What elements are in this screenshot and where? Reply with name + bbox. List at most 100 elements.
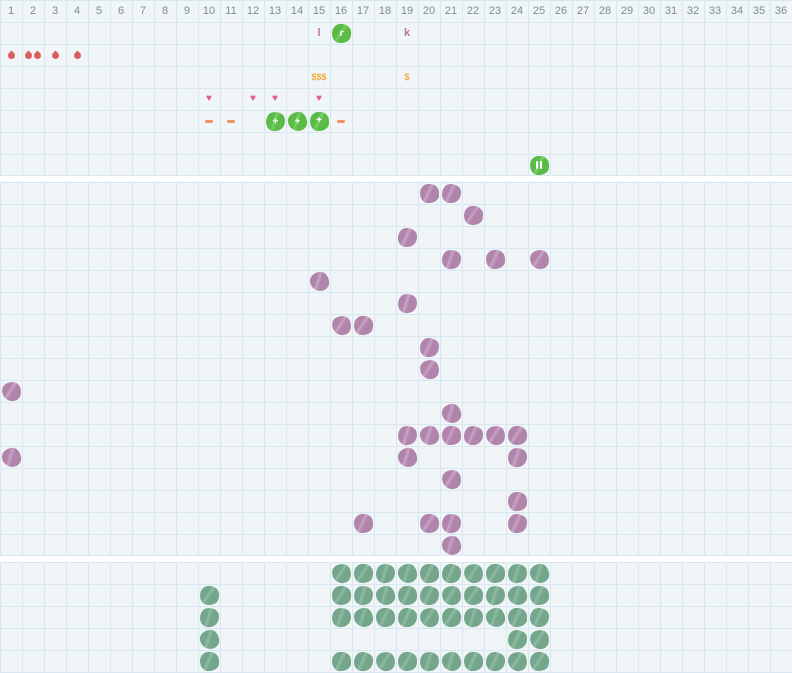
droplet-icon — [50, 50, 60, 60]
sage-blob[interactable] — [484, 650, 506, 672]
green-blob-pause[interactable] — [528, 154, 550, 176]
plus-icon: + — [316, 115, 322, 126]
purple-blob[interactable] — [0, 446, 22, 468]
plus-icon: + — [271, 114, 279, 127]
purple-blob[interactable] — [506, 424, 528, 446]
sage-blob[interactable] — [462, 650, 484, 672]
purple-blob[interactable] — [396, 424, 418, 446]
column-header-24: 24 — [510, 5, 524, 17]
section-green-field[interactable] — [0, 562, 792, 673]
purple-blob[interactable] — [418, 512, 440, 534]
droplet-indicator — [66, 44, 88, 66]
green-blob-plus[interactable]: + — [264, 110, 286, 132]
sage-blob[interactable] — [418, 562, 440, 584]
column-header-25: 25 — [532, 5, 546, 17]
purple-blob[interactable] — [330, 314, 352, 336]
purple-blob[interactable] — [418, 182, 440, 204]
sage-blob[interactable] — [506, 562, 528, 584]
sage-blob[interactable] — [374, 606, 396, 628]
sage-blob[interactable] — [198, 606, 220, 628]
sage-blob[interactable] — [484, 584, 506, 606]
sage-blob[interactable] — [374, 584, 396, 606]
sage-blob[interactable] — [440, 650, 462, 672]
sage-blob[interactable] — [374, 650, 396, 672]
sage-blob[interactable] — [396, 606, 418, 628]
sage-blob[interactable] — [330, 606, 352, 628]
sage-blob[interactable] — [506, 650, 528, 672]
purple-blob[interactable] — [506, 512, 528, 534]
purple-blob[interactable] — [462, 424, 484, 446]
purple-blob[interactable] — [418, 424, 440, 446]
purple-blob[interactable] — [418, 336, 440, 358]
sage-blob[interactable] — [440, 584, 462, 606]
purple-blob[interactable] — [440, 402, 462, 424]
sage-blob[interactable] — [198, 584, 220, 606]
purple-blob[interactable] — [352, 512, 374, 534]
sage-blob[interactable] — [484, 606, 506, 628]
sage-blob[interactable] — [198, 628, 220, 650]
sage-blob[interactable] — [462, 562, 484, 584]
purple-blob[interactable] — [440, 248, 462, 270]
sage-blob[interactable] — [418, 584, 440, 606]
sage-blob[interactable] — [352, 562, 374, 584]
purple-blob[interactable] — [440, 182, 462, 204]
purple-blob[interactable] — [506, 490, 528, 512]
green-blob-plus[interactable]: + — [286, 110, 308, 132]
column-header-26: 26 — [554, 5, 568, 17]
purple-blob[interactable] — [506, 446, 528, 468]
droplet-icon — [72, 50, 82, 60]
sage-blob[interactable] — [198, 650, 220, 672]
sage-blob[interactable] — [352, 584, 374, 606]
purple-blob[interactable] — [440, 468, 462, 490]
sage-blob[interactable] — [528, 606, 550, 628]
purple-blob[interactable] — [396, 446, 418, 468]
purple-blob[interactable] — [484, 424, 506, 446]
droplet-indicator — [22, 44, 44, 66]
sage-blob[interactable] — [462, 606, 484, 628]
sage-blob[interactable] — [506, 584, 528, 606]
section-purple-field[interactable] — [0, 182, 792, 556]
sage-blob[interactable] — [484, 562, 506, 584]
column-header-17: 17 — [356, 5, 370, 17]
sage-blob[interactable] — [528, 628, 550, 650]
green-blob-r[interactable]: r — [330, 22, 352, 44]
purple-blob[interactable] — [396, 292, 418, 314]
sage-blob[interactable] — [330, 650, 352, 672]
sage-blob[interactable] — [352, 606, 374, 628]
purple-blob[interactable] — [440, 512, 462, 534]
purple-blob[interactable] — [0, 380, 22, 402]
purple-blob[interactable] — [396, 226, 418, 248]
column-header-23: 23 — [488, 5, 502, 17]
purple-blob[interactable] — [308, 270, 330, 292]
purple-blob[interactable] — [352, 314, 374, 336]
sage-blob[interactable] — [352, 650, 374, 672]
dash-indicator — [220, 110, 242, 132]
sage-blob[interactable] — [330, 562, 352, 584]
column-header-2: 2 — [29, 5, 37, 17]
green-blob-plus[interactable]: + — [308, 110, 330, 132]
sage-blob[interactable] — [418, 606, 440, 628]
sage-blob[interactable] — [396, 650, 418, 672]
purple-blob[interactable] — [440, 534, 462, 556]
purple-blob[interactable] — [462, 204, 484, 226]
letter-k: k — [403, 27, 411, 39]
sage-blob[interactable] — [506, 628, 528, 650]
sage-blob[interactable] — [528, 562, 550, 584]
column-header-30: 30 — [642, 5, 656, 17]
sage-blob[interactable] — [506, 606, 528, 628]
purple-blob[interactable] — [528, 248, 550, 270]
sage-blob[interactable] — [330, 584, 352, 606]
sage-blob[interactable] — [396, 562, 418, 584]
purple-blob[interactable] — [484, 248, 506, 270]
sage-blob[interactable] — [418, 650, 440, 672]
sage-blob[interactable] — [462, 584, 484, 606]
sage-blob[interactable] — [440, 562, 462, 584]
purple-blob[interactable] — [418, 358, 440, 380]
sage-blob[interactable] — [528, 650, 550, 672]
sage-blob[interactable] — [396, 584, 418, 606]
sage-blob[interactable] — [440, 606, 462, 628]
sage-blob[interactable] — [528, 584, 550, 606]
section-status-strip[interactable]: 1 2 3 4 5 6 7 8 9 10 11 12 13 14 15 16 17 18 19 20 21 22 23 24 2… — [0, 0, 792, 176]
purple-blob[interactable] — [440, 424, 462, 446]
sage-blob[interactable] — [374, 562, 396, 584]
